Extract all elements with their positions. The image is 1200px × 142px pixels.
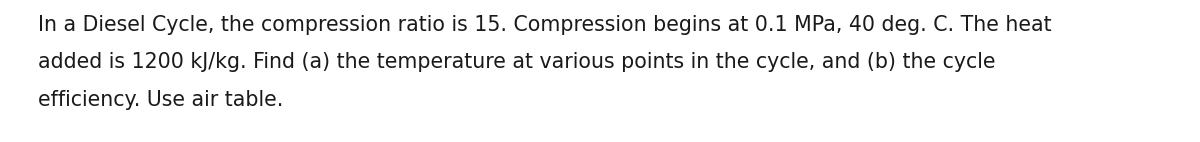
Text: added is 1200 kJ/kg. Find (a) the temperature at various points in the cycle, an: added is 1200 kJ/kg. Find (a) the temper… [38,53,996,73]
Text: In a Diesel Cycle, the compression ratio is 15. Compression begins at 0.1 MPa, 4: In a Diesel Cycle, the compression ratio… [38,15,1051,35]
Text: efficiency. Use air table.: efficiency. Use air table. [38,90,283,110]
